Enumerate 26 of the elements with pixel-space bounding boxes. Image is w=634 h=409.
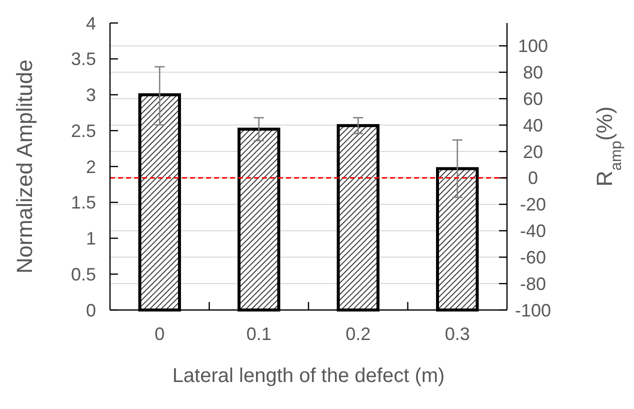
x-tick-label: 0: [154, 324, 165, 344]
y-tick-label: 3: [86, 85, 96, 106]
y-tick-label: 3.5: [70, 49, 96, 70]
y-tick-label: 4: [86, 13, 96, 34]
y-axis-title: Normalized Amplitude: [12, 60, 37, 274]
x-tick-label: 0.2: [346, 324, 371, 344]
y2-tick-label: 40: [522, 115, 544, 136]
y2-tick-label: 60: [522, 88, 544, 109]
y2-tick-label: 0: [528, 168, 538, 188]
x-tick-label: 0.1: [246, 324, 272, 344]
y-tick-label: 1: [86, 228, 96, 249]
y2-tick-label: -20: [520, 194, 546, 215]
y-tick-label: 2.5: [70, 120, 96, 141]
y2-tick-label: -100: [514, 300, 552, 320]
y2-tick-label: -80: [520, 274, 546, 294]
y2-tick-label: -40: [520, 221, 546, 242]
x-tick-label: 0.3: [444, 324, 470, 344]
y-tick-label: 1.5: [70, 192, 96, 213]
x-axis-title: Lateral length of the defect (m): [172, 365, 445, 387]
y2-tick-label: 20: [522, 142, 544, 162]
y2-tick-label: 80: [522, 62, 544, 83]
y-tick-label: 0: [86, 300, 96, 320]
y2-tick-label: -60: [520, 247, 546, 268]
y2-tick-label: 100: [518, 36, 548, 56]
y-tick-label: 0.5: [70, 264, 96, 284]
y-tick-label: 2: [86, 156, 96, 177]
